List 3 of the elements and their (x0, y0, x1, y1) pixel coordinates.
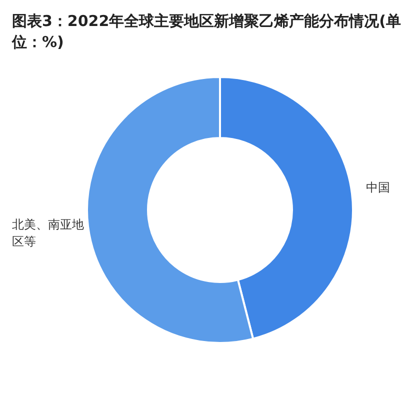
slice-label: 中国 (366, 180, 390, 195)
slice-label: 北美、南亚地区等 (12, 217, 84, 248)
chart-title: 图表3：2022年全球主要地区新增聚乙烯产能分布情况(单位：%) (11, 12, 402, 51)
